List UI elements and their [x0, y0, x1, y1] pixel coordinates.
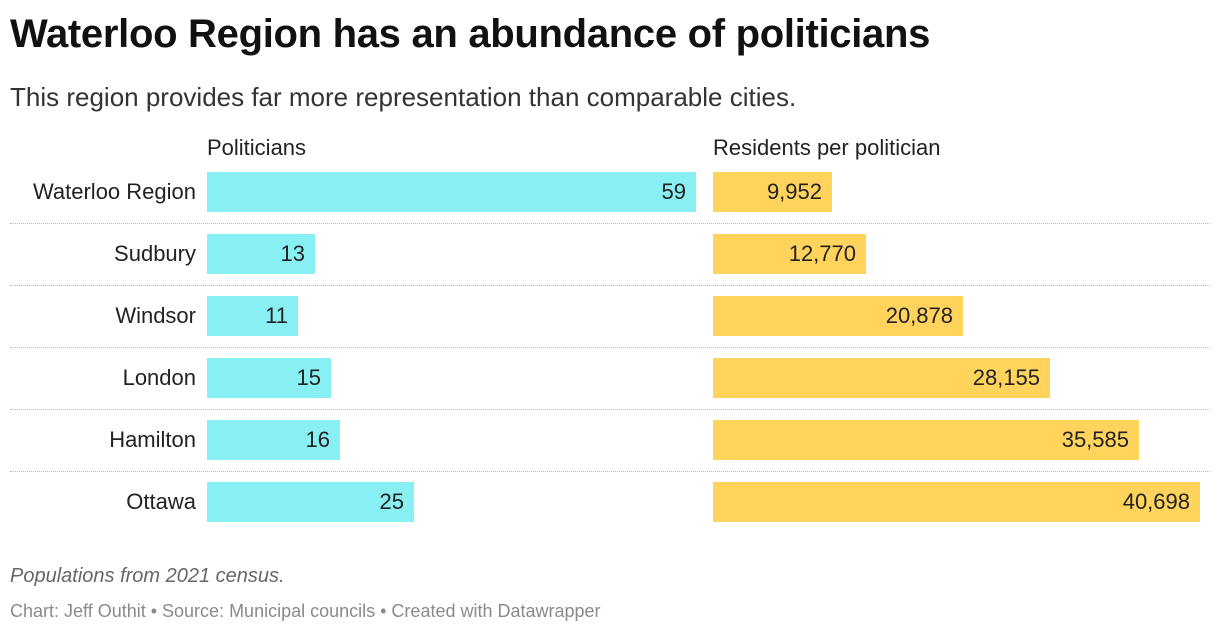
bar-residents-waterloo-region	[713, 172, 832, 212]
chart-credit: Chart: Jeff Outhit • Source: Municipal c…	[10, 601, 601, 621]
bar-residents-hamilton	[713, 420, 1139, 460]
bar-residents-sudbury	[713, 234, 866, 274]
category-label-waterloo-region: Waterloo Region	[32, 179, 196, 204]
residents-column-header: Residents per politician	[713, 135, 941, 160]
row-separator	[10, 285, 1210, 286]
bar-politicians-london	[207, 358, 331, 398]
chart-subtitle: This region provides far more representa…	[10, 82, 797, 112]
category-label-sudbury: Sudbury	[114, 241, 196, 266]
value-label-residents-london: 28,155	[972, 365, 1040, 390]
chart-note: Populations from 2021 census.	[10, 565, 285, 587]
value-label-residents-ottawa: 40,698	[1122, 489, 1190, 514]
value-label-politicians-hamilton: 16	[305, 427, 330, 452]
category-label-ottawa: Ottawa	[126, 489, 196, 514]
value-label-residents-sudbury: 12,770	[788, 241, 856, 266]
bar-politicians-windsor	[207, 296, 298, 336]
bar-politicians-sudbury	[207, 234, 315, 274]
bar-residents-ottawa	[713, 482, 1200, 522]
bar-residents-windsor	[713, 296, 963, 336]
row-separator	[10, 223, 1210, 224]
bar-politicians-ottawa	[207, 482, 414, 522]
bar-residents-london	[713, 358, 1050, 398]
row-separator	[10, 471, 1210, 472]
category-label-london: London	[122, 365, 196, 390]
value-label-politicians-sudbury: 13	[280, 241, 305, 266]
value-label-residents-hamilton: 35,585	[1061, 427, 1129, 452]
value-label-politicians-london: 15	[296, 365, 321, 390]
row-separator	[10, 347, 1210, 348]
value-label-politicians-ottawa: 25	[379, 489, 404, 514]
value-label-residents-windsor: 20,878	[885, 303, 953, 328]
row-separator	[10, 409, 1210, 410]
bar-politicians-waterloo-region	[207, 172, 696, 212]
value-label-residents-waterloo-region: 9,952	[766, 179, 822, 204]
politicians-column-header: Politicians	[207, 135, 307, 160]
category-label-hamilton: Hamilton	[109, 427, 196, 452]
category-label-windsor: Windsor	[115, 303, 196, 328]
value-label-politicians-waterloo-region: 59	[661, 179, 686, 204]
chart-title: Waterloo Region has an abundance of poli…	[10, 12, 931, 56]
value-label-politicians-windsor: 11	[265, 303, 288, 328]
bar-politicians-hamilton	[207, 420, 340, 460]
